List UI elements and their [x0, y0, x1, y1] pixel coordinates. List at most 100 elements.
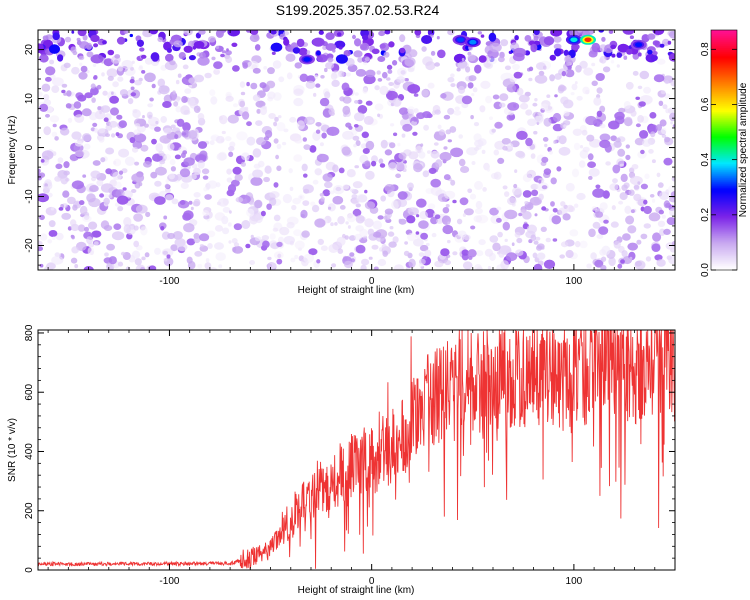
chart-title: S199.2025.357.02.53.R24: [275, 2, 440, 18]
heatmap-cell: [612, 178, 618, 184]
heatmap-cell: [566, 204, 574, 213]
heatmap-cell: [332, 195, 344, 205]
heatmap-cell: [203, 186, 208, 192]
heatmap-cell: [334, 40, 346, 49]
heatmap-cell: [389, 226, 394, 230]
heatmap-cell: [575, 65, 582, 73]
heatmap-cell: [286, 46, 292, 52]
heatmap-cell: [364, 218, 374, 228]
heatmap-cell: [617, 43, 629, 53]
y-tick-label: -10: [24, 189, 35, 204]
colorbar-step: [711, 198, 737, 201]
heatmap-cell: [530, 153, 536, 159]
heatmap-cell: [407, 207, 418, 216]
heatmap-cell: [51, 255, 64, 265]
heatmap-cell: [560, 201, 566, 207]
heatmap-cell: [90, 87, 99, 96]
heatmap-cell: [192, 200, 200, 207]
heatmap-cell: [433, 142, 439, 146]
colorbar-step: [711, 178, 737, 181]
colorbar-step: [711, 174, 737, 177]
heatmap-cell: [157, 78, 166, 88]
heatmap-cell: [445, 204, 450, 208]
heatmap-cell: [282, 193, 292, 204]
heatmap-cell: [364, 189, 368, 194]
heatmap-cell: [413, 108, 419, 114]
heatmap-cell: [494, 121, 503, 129]
colorbar-step: [711, 258, 737, 261]
heatmap-cell: [71, 246, 79, 254]
heatmap-cell: [533, 35, 539, 41]
heatmap-cell: [651, 198, 656, 203]
heatmap-cell: [133, 225, 139, 231]
colorbar-step: [711, 156, 737, 159]
heatmap-cell: [261, 235, 270, 241]
heatmap-cell: [520, 102, 529, 110]
heatmap-cell: [610, 59, 615, 64]
colorbar-step: [711, 266, 737, 269]
heatmap-cell: [388, 241, 397, 248]
heatmap-cell: [528, 66, 534, 72]
heatmap-cell: [311, 204, 320, 213]
heatmap-cell: [283, 235, 295, 245]
heatmap-cell: [43, 185, 50, 194]
heatmap-cell: [254, 199, 263, 209]
heatmap-cell: [276, 258, 283, 265]
heatmap-cell: [561, 70, 566, 77]
heatmap-cell: [574, 203, 579, 208]
heatmap-cell: [252, 94, 261, 102]
heatmap-cell: [306, 50, 311, 55]
heatmap-cell: [286, 221, 295, 229]
heatmap-cell: [601, 36, 606, 42]
heatmap-cell: [325, 62, 335, 70]
heatmap-cell: [40, 159, 45, 163]
heatmap-cell: [221, 50, 227, 54]
heatmap-cell: [526, 169, 536, 179]
heatmap-cell: [332, 48, 336, 53]
heatmap-cell: [538, 193, 544, 201]
heatmap-cell: [188, 55, 196, 61]
heatmap-cell: [598, 226, 609, 235]
heatmap-cell: [498, 56, 505, 63]
heatmap-cell: [377, 56, 386, 62]
heatmap-cell: [615, 137, 621, 143]
colorbar-step: [711, 204, 737, 207]
heatmap-cell: [400, 70, 406, 75]
heatmap-cell: [344, 235, 349, 240]
heatmap-cell: [663, 42, 668, 46]
heatmap-cell: [249, 215, 258, 225]
heatmap-cell: [188, 77, 198, 85]
heatmap-cell: [363, 115, 374, 125]
heatmap-cell: [294, 254, 299, 260]
colorbar-step: [711, 140, 737, 143]
heatmap-cell: [586, 134, 595, 142]
heatmap-cell: [588, 228, 596, 238]
heatmap-cell: [658, 100, 664, 107]
heatmap-cell: [486, 167, 491, 172]
colorbar-step: [711, 268, 737, 271]
heatmap-cell: [266, 263, 273, 268]
heatmap-cell: [79, 62, 83, 66]
heatmap-cell: [534, 98, 538, 102]
colorbar-step: [711, 144, 737, 147]
heatmap-cell: [38, 193, 49, 203]
colorbar-step: [711, 154, 737, 157]
heatmap-cell: [651, 243, 661, 252]
heatmap-cell: [450, 83, 456, 88]
heatmap-cell: [377, 215, 384, 220]
heatmap-cell: [319, 142, 324, 147]
heatmap-cell: [260, 210, 266, 217]
heatmap-cell: [529, 196, 542, 206]
heatmap-cell: [393, 264, 404, 270]
heatmap-cell: [360, 264, 367, 270]
heatmap-cell: [67, 117, 73, 123]
heatmap-cell: [327, 203, 336, 212]
heatmap-cell: [639, 70, 650, 80]
heatmap-cell: [630, 109, 637, 117]
heatmap-cell: [474, 180, 483, 190]
colorbar-step: [711, 50, 737, 53]
heatmap-cell: [232, 166, 242, 175]
heatmap-cell: [228, 240, 232, 244]
heatmap-cell: [478, 55, 487, 63]
heatmap-cell: [154, 196, 166, 205]
